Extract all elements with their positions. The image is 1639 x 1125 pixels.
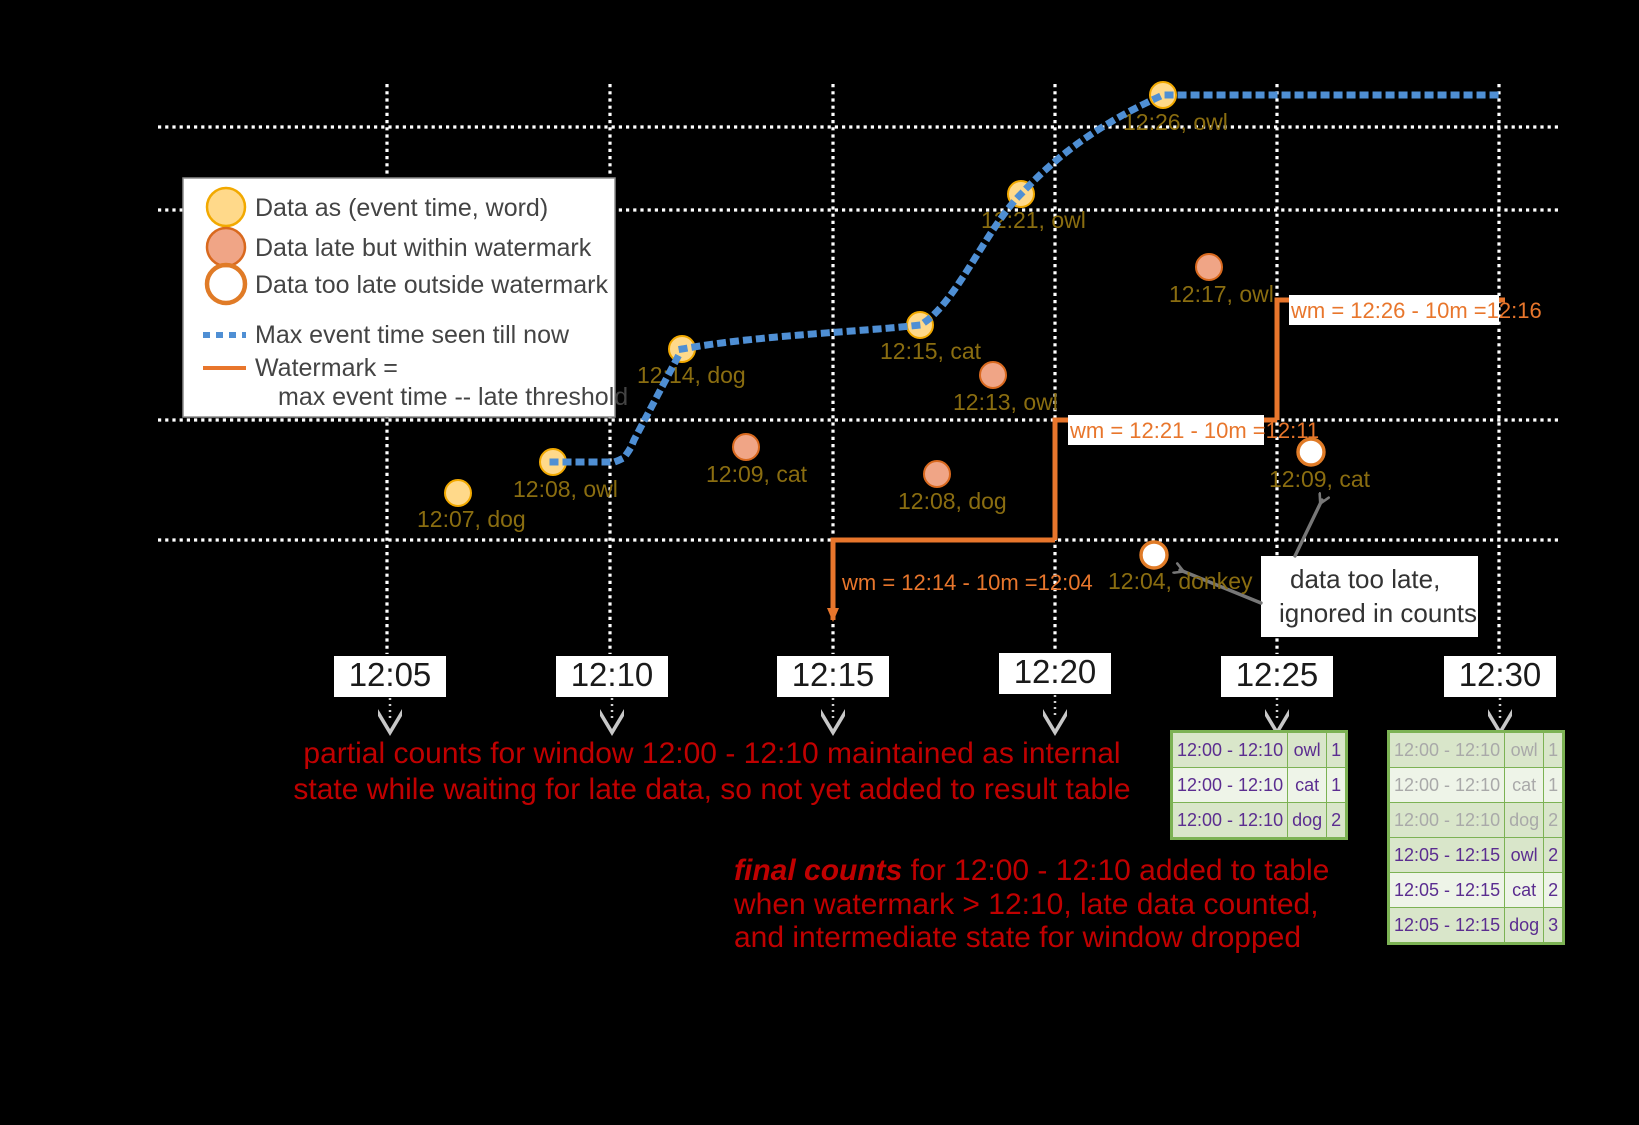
svg-text:12:17, owl: 12:17, owl — [1169, 281, 1274, 307]
svg-text:wm = 12:21 - 10m =12:11: wm = 12:21 - 10m =12:11 — [1069, 418, 1319, 443]
svg-text:12:30: 12:30 — [1459, 656, 1542, 693]
svg-text:data too late,: data too late, — [1290, 564, 1440, 594]
svg-text:12:25: 12:25 — [1236, 656, 1319, 693]
svg-text:12:26, owl: 12:26, owl — [1123, 109, 1228, 135]
svg-text:partial counts for window 12:0: partial counts for window 12:00 - 12:10 … — [303, 737, 1120, 770]
svg-text:state while waiting for late d: state while waiting for late data, so no… — [293, 773, 1130, 806]
svg-text:12:14, dog: 12:14, dog — [637, 362, 746, 388]
svg-text:when watermark > 12:10, late d: when watermark > 12:10, late data counte… — [733, 888, 1319, 921]
svg-text:12:13, owl: 12:13, owl — [953, 389, 1058, 415]
svg-text:12:20: 12:20 — [1014, 653, 1097, 690]
svg-text:and intermediate state for win: and intermediate state for window droppe… — [734, 921, 1301, 954]
svg-text:Data as (event time, word): Data as (event time, word) — [255, 194, 548, 222]
svg-text:12:15, cat: 12:15, cat — [880, 338, 982, 364]
svg-text:12:05: 12:05 — [349, 656, 432, 693]
svg-text:12:04, donkey: 12:04, donkey — [1108, 568, 1253, 594]
svg-text:12:07, dog: 12:07, dog — [417, 506, 526, 532]
svg-text:12:08, owl: 12:08, owl — [513, 476, 618, 502]
svg-text:12:09, cat: 12:09, cat — [1269, 466, 1371, 492]
svg-text:Data late but within watermark: Data late but within watermark — [255, 234, 592, 262]
svg-text:12:10: 12:10 — [571, 656, 654, 693]
svg-text:Data too late outside watermar: Data too late outside watermark — [255, 271, 608, 299]
svg-text:12:15: 12:15 — [792, 656, 875, 693]
svg-text:final counts for 12:00 - 12:10: final counts for 12:00 - 12:10 added to … — [734, 854, 1329, 887]
svg-text:Watermark =: Watermark = — [255, 354, 398, 382]
svg-text:max event time -- late thresho: max event time -- late threshold — [278, 383, 628, 411]
svg-text:12:08, dog: 12:08, dog — [898, 488, 1007, 514]
svg-text:wm = 12:14 - 10m =12:04: wm = 12:14 - 10m =12:04 — [841, 570, 1093, 595]
svg-text:Max event time seen till now: Max event time seen till now — [255, 321, 570, 349]
svg-text:12:09, cat: 12:09, cat — [706, 461, 808, 487]
svg-text:wm = 12:26 - 10m =12:16: wm = 12:26 - 10m =12:16 — [1290, 298, 1542, 323]
svg-text:ignored in counts: ignored in counts — [1279, 598, 1477, 628]
